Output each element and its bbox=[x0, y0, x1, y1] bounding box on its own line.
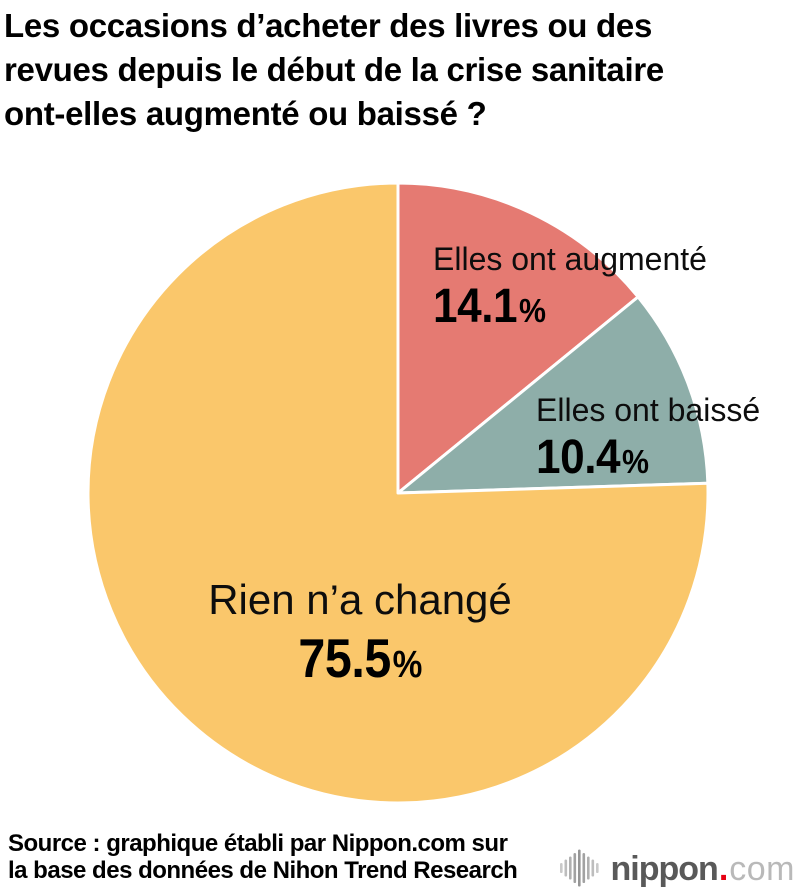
slice-value-number: 75.5 bbox=[298, 627, 391, 689]
source-credit: Source : graphique établi par Nippon.com… bbox=[8, 830, 518, 884]
nippon-logo-text: nippon . com bbox=[611, 849, 795, 889]
sound-bar bbox=[586, 856, 590, 880]
slice-value-augmente: 14.1% bbox=[433, 281, 685, 337]
brand-dot: . bbox=[718, 850, 729, 888]
callout-baisse: Elles ont baissé 10.4% bbox=[536, 389, 760, 488]
sound-bar bbox=[568, 856, 572, 880]
slice-value-number: 10.4 bbox=[536, 431, 621, 484]
sound-bar bbox=[591, 859, 594, 877]
slice-value-number: 14.1 bbox=[433, 280, 518, 333]
chart-title-line-3: ont-elles augmenté ou baissé ? bbox=[4, 95, 487, 132]
slice-label-augmente: Elles ont augmenté bbox=[433, 241, 707, 277]
brand-name: nippon bbox=[610, 850, 719, 888]
sound-bars-icon bbox=[559, 849, 599, 887]
pie-slice-2 bbox=[86, 181, 710, 805]
sound-bar bbox=[577, 849, 581, 887]
sound-bar bbox=[573, 853, 576, 883]
sound-bar bbox=[595, 863, 599, 873]
chart-title: Les occasions d’acheter des livres ou de… bbox=[4, 4, 798, 136]
source-line-1: Source : graphique établi par Nippon.com… bbox=[8, 830, 508, 857]
nippon-logo: nippon . com bbox=[559, 848, 795, 889]
pie-slice-1 bbox=[396, 295, 710, 495]
pie-chart bbox=[86, 181, 710, 805]
chart-title-line-2: revues depuis le début de la crise sanit… bbox=[4, 51, 664, 88]
slice-label-rien: Rien n’a changé bbox=[208, 576, 512, 623]
callout-rien: Rien n’a changé 75.5% bbox=[158, 572, 562, 695]
slice-label-baisse: Elles ont baissé bbox=[536, 392, 761, 428]
slice-value-baisse: 10.4% bbox=[536, 432, 742, 488]
chart-title-line-1: Les occasions d’acheter des livres ou de… bbox=[4, 7, 652, 44]
sound-bar bbox=[564, 859, 567, 877]
percent-sign: % bbox=[621, 443, 649, 480]
pie-slice-0 bbox=[396, 181, 640, 495]
slice-value-rien: 75.5% bbox=[298, 628, 422, 695]
sound-bar bbox=[559, 863, 563, 873]
source-line-2: la base des données de Nihon Trend Resea… bbox=[8, 857, 518, 884]
sound-bar bbox=[582, 853, 585, 883]
percent-sign: % bbox=[518, 292, 546, 329]
percent-sign: % bbox=[392, 644, 422, 686]
brand-tld: com bbox=[729, 850, 795, 888]
callout-augmente: Elles ont augmenté 14.1% bbox=[433, 238, 707, 337]
